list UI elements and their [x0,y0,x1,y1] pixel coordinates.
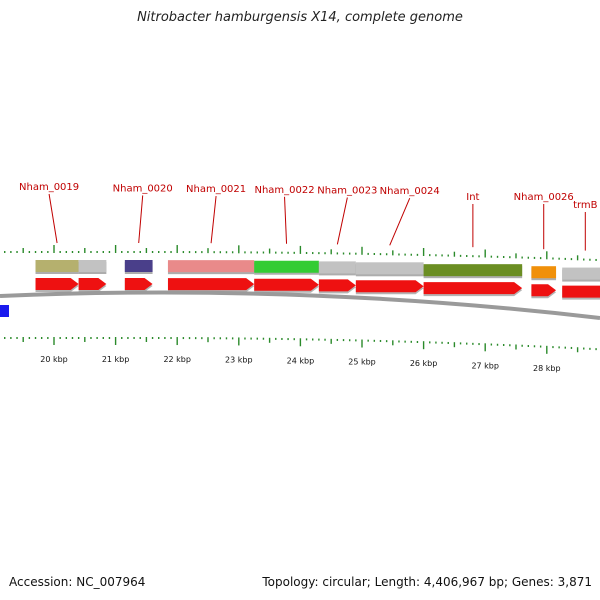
kbp-label: 27 kbp [471,361,499,370]
cds-arrow [355,280,424,293]
gene-labels: Nham_0019 Nham_0020 Nham_0021 Nham_0022 Nham… [19,182,598,211]
kbp-label: 23 kbp [225,355,253,364]
gene-bar [167,260,255,273]
gene-bar [124,260,153,272]
gene-label: Nham_0019 [19,182,79,193]
leader-line [138,195,144,244]
leader-line [210,196,217,244]
gene-bar [562,267,600,280]
cds-arrow [167,278,255,291]
gene-bar [254,260,319,273]
cds-arrow [562,285,600,298]
cds-arrow [318,279,356,292]
cds-arrow [78,278,107,290]
gene-bar [78,260,107,272]
cds-arrow [35,278,79,290]
kbp-label: 25 kbp [348,358,376,367]
kbp-label: 28 kbp [533,364,561,373]
topology-text: Topology: circular; Length: 4,406,967 bp… [262,575,592,589]
gene-feature-track [35,260,600,282]
leader-line [336,197,348,245]
kbp-label: 24 kbp [287,356,315,365]
gene-label: Nham_0022 [254,185,314,196]
kbp-label: 20 kbp [40,355,68,364]
reverse-strand-feature [0,305,9,317]
leader-lines [48,193,586,251]
leader-line [284,196,288,244]
gene-label: trmB [573,200,598,211]
bottom-tick-row [4,337,597,354]
gene-bar [355,262,424,275]
genome-backbone [0,290,600,320]
kbp-labels: 20 kbp 21 kbp 22 kbp 23 kbp 24 kbp 25 kbp 26 k… [40,355,560,373]
gene-bar [35,260,79,272]
gene-label: Nham_0020 [113,183,173,194]
top-tick-row [4,245,597,261]
gene-label: Nham_0023 [317,186,377,197]
leader-line [389,198,411,246]
cds-arrow [531,284,557,297]
cds-arrow [254,278,319,291]
kbp-label: 22 kbp [163,355,191,364]
accession-text: Accession: NC_007964 [9,575,146,589]
cds-arrow-track [35,278,600,300]
gene-bar [423,264,523,277]
kbp-label: 26 kbp [410,359,438,368]
gene-label: Nham_0021 [186,184,246,195]
leader-line [48,193,58,244]
gene-label: Nham_0026 [514,192,574,203]
cds-arrow [423,282,523,295]
kbp-label: 21 kbp [102,355,130,364]
map-title: Nitrobacter hamburgensis X14, complete g… [137,10,463,25]
gene-bar [318,261,356,274]
cds-arrow [124,278,153,290]
gene-bar [531,266,557,279]
gene-label: Int [466,192,479,203]
gene-label: Nham_0024 [380,186,440,197]
